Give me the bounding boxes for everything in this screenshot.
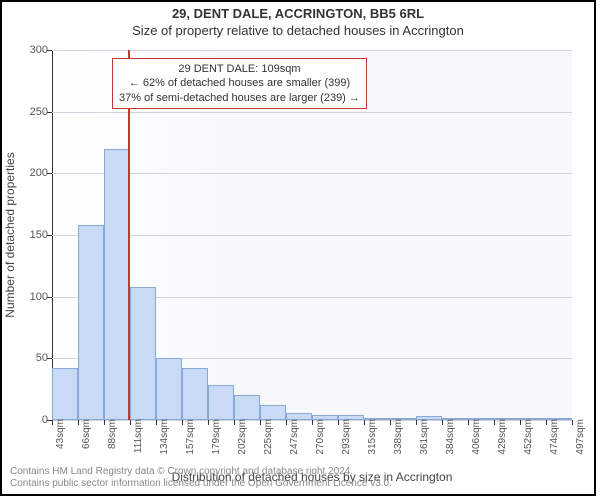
page-subtitle: Size of property relative to detached ho… <box>2 23 594 38</box>
x-tick-label: 429sqm <box>497 419 508 455</box>
chart-area: 05010015020025030043sqm66sqm88sqm111sqm1… <box>52 50 572 420</box>
x-tick-label: 293sqm <box>341 419 352 455</box>
histogram-bar <box>234 395 260 420</box>
x-tick-mark <box>156 420 157 425</box>
y-axis-label: Number of detached properties <box>3 152 17 317</box>
x-tick-label: 474sqm <box>549 419 560 455</box>
x-tick-label: 157sqm <box>185 419 196 455</box>
histogram-bar <box>104 149 130 420</box>
x-tick-mark <box>78 420 79 425</box>
x-tick-label: 66sqm <box>81 419 92 449</box>
y-tick-label: 200 <box>14 167 48 179</box>
x-tick-label: 497sqm <box>575 419 586 455</box>
x-tick-label: 225sqm <box>263 419 274 455</box>
x-tick-label: 202sqm <box>237 419 248 455</box>
x-tick-mark <box>286 420 287 425</box>
x-tick-label: 384sqm <box>445 419 456 455</box>
x-tick-label: 452sqm <box>523 419 534 455</box>
gridline <box>52 173 572 174</box>
plot-region: 05010015020025030043sqm66sqm88sqm111sqm1… <box>52 50 572 420</box>
x-tick-mark <box>208 420 209 425</box>
x-tick-mark <box>442 420 443 425</box>
x-tick-label: 361sqm <box>419 419 430 455</box>
annotation-line2: ← 62% of detached houses are smaller (39… <box>119 76 360 90</box>
x-tick-label: 270sqm <box>315 419 326 455</box>
x-tick-label: 43sqm <box>55 419 66 449</box>
x-tick-mark <box>364 420 365 425</box>
x-tick-mark <box>130 420 131 425</box>
footer-attribution: Contains HM Land Registry data © Crown c… <box>10 466 392 490</box>
histogram-bar <box>208 385 234 420</box>
annotation-box: 29 DENT DALE: 109sqm← 62% of detached ho… <box>112 58 367 109</box>
footer-line1: Contains HM Land Registry data © Crown c… <box>10 466 392 478</box>
annotation-line3: 37% of semi-detached houses are larger (… <box>119 91 360 105</box>
x-tick-mark <box>494 420 495 425</box>
x-tick-label: 338sqm <box>393 419 404 455</box>
x-tick-label: 315sqm <box>367 419 378 455</box>
x-tick-label: 406sqm <box>471 419 482 455</box>
x-tick-mark <box>468 420 469 425</box>
footer-line2: Contains public sector information licen… <box>10 478 392 490</box>
x-tick-label: 134sqm <box>159 419 170 455</box>
histogram-bar <box>78 225 104 420</box>
x-tick-label: 179sqm <box>211 419 222 455</box>
x-tick-mark <box>234 420 235 425</box>
histogram-bar <box>52 368 78 420</box>
x-tick-label: 247sqm <box>289 419 300 455</box>
x-tick-mark <box>572 420 573 425</box>
histogram-bar <box>156 358 182 420</box>
x-tick-mark <box>338 420 339 425</box>
histogram-bar <box>182 368 208 420</box>
y-tick-label: 100 <box>14 291 48 303</box>
histogram-bar <box>130 287 156 420</box>
gridline <box>52 50 572 51</box>
y-tick-label: 250 <box>14 106 48 118</box>
gridline <box>52 112 572 113</box>
x-tick-mark <box>312 420 313 425</box>
y-tick-label: 300 <box>14 44 48 56</box>
histogram-bar <box>260 405 286 420</box>
y-tick-label: 0 <box>14 414 48 426</box>
x-tick-mark <box>520 420 521 425</box>
x-tick-mark <box>182 420 183 425</box>
gridline <box>52 235 572 236</box>
chart-frame: 29, DENT DALE, ACCRINGTON, BB5 6RL Size … <box>0 0 596 496</box>
x-tick-label: 111sqm <box>133 419 144 453</box>
page-title: 29, DENT DALE, ACCRINGTON, BB5 6RL <box>2 6 594 21</box>
x-tick-mark <box>390 420 391 425</box>
x-tick-mark <box>416 420 417 425</box>
x-tick-mark <box>52 420 53 425</box>
y-tick-label: 50 <box>14 352 48 364</box>
x-tick-mark <box>104 420 105 425</box>
x-tick-label: 88sqm <box>107 419 118 449</box>
x-tick-mark <box>546 420 547 425</box>
y-tick-label: 150 <box>14 229 48 241</box>
x-tick-mark <box>260 420 261 425</box>
annotation-line1: 29 DENT DALE: 109sqm <box>119 62 360 76</box>
